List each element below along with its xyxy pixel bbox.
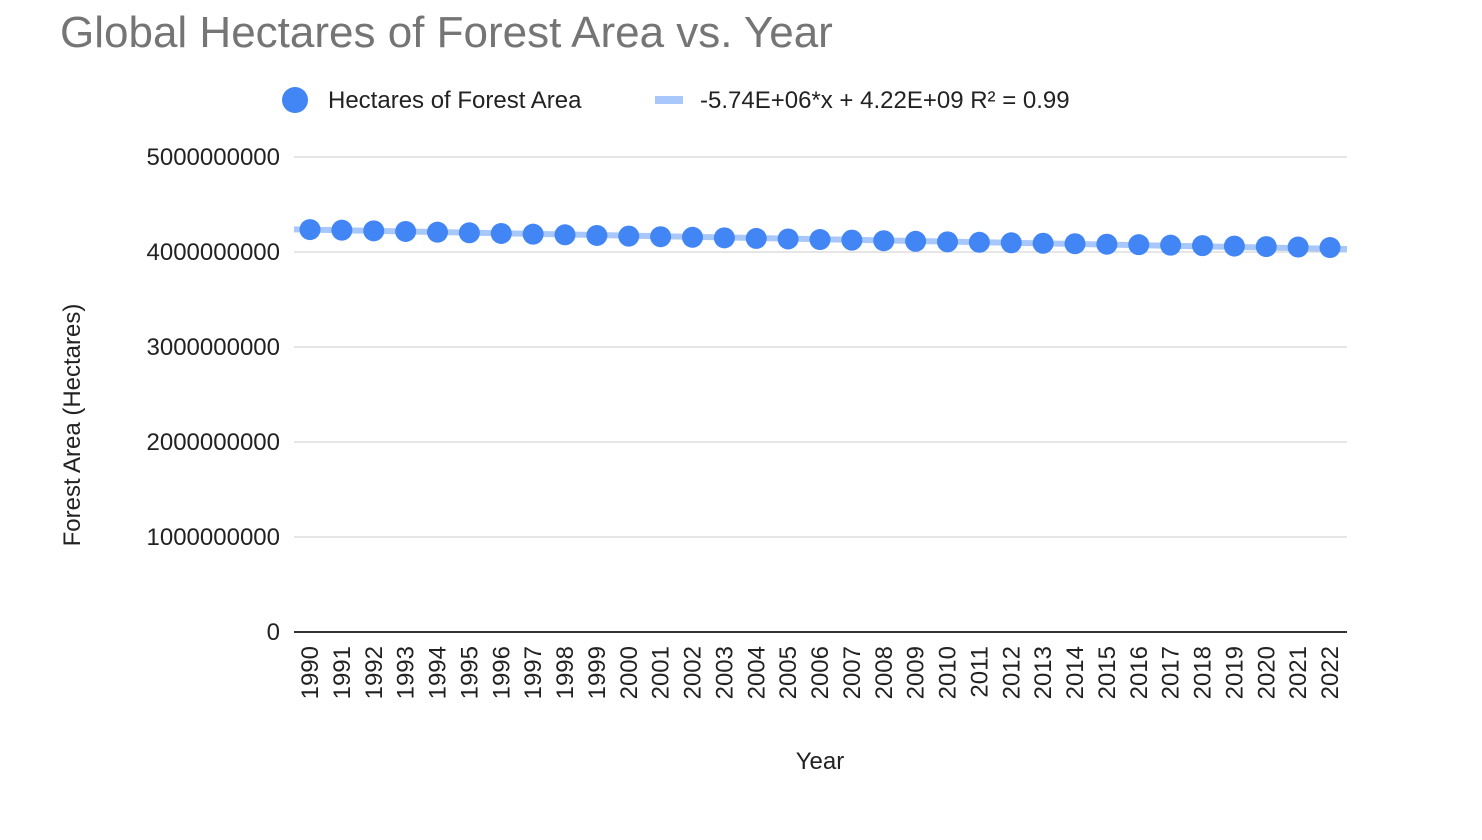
data-point: [618, 225, 640, 247]
x-tick-label: 2006: [807, 646, 834, 699]
y-tick-label: 1000000000: [147, 524, 280, 551]
chart-title: Global Hectares of Forest Area vs. Year: [60, 8, 833, 57]
data-point: [841, 229, 863, 251]
x-tick-label: 1997: [520, 646, 547, 699]
x-tick-label: 2004: [743, 646, 770, 699]
legend-label-trendline: -5.74E+06*x + 4.22E+09 R² = 0.99: [700, 87, 1070, 114]
x-tick-label: 2021: [1285, 646, 1312, 699]
legend: Hectares of Forest Area -5.74E+06*x + 4.…: [282, 87, 1070, 114]
data-point: [905, 230, 927, 252]
data-point: [937, 231, 958, 253]
data-point: [713, 227, 735, 249]
x-tick-label: 2005: [775, 646, 802, 699]
data-point: [1032, 232, 1054, 254]
x-tick-label: 1998: [552, 646, 579, 699]
data-point: [522, 223, 544, 245]
data-point: [1255, 236, 1277, 258]
data-point: [745, 227, 767, 249]
x-axis-ticks: 1990 1991 1992 1993 1994 1995 1996 1997 1998 1999…: [297, 646, 1344, 699]
x-tick-label: 2011: [966, 646, 993, 698]
data-point: [682, 226, 703, 248]
x-tick-label: 2000: [616, 646, 643, 699]
legend-label-series: Hectares of Forest Area: [328, 87, 582, 114]
x-tick-label: 2014: [1062, 646, 1089, 699]
y-tick-label: 5000000000: [147, 144, 280, 171]
x-tick-label: 2018: [1190, 646, 1217, 699]
data-point: [1319, 237, 1341, 259]
data-point: [1128, 234, 1150, 256]
x-tick-label: 2007: [839, 646, 866, 699]
x-tick-label: 2022: [1317, 646, 1344, 699]
x-tick-label: 2002: [680, 646, 707, 699]
x-tick-label: 2009: [903, 646, 930, 699]
x-tick-label: 1996: [488, 646, 515, 699]
data-point: [968, 231, 990, 253]
data-point: [1160, 234, 1182, 256]
data-points: [299, 219, 1341, 259]
data-point: [650, 226, 672, 248]
x-tick-label: 2013: [1030, 646, 1057, 699]
data-point: [363, 220, 385, 242]
data-point: [331, 219, 353, 241]
x-tick-label: 2019: [1221, 646, 1248, 699]
x-tick-label: 1994: [425, 646, 452, 699]
legend-marker-trendline: [655, 96, 683, 104]
data-point: [873, 230, 895, 252]
y-tick-label: 2000000000: [147, 429, 280, 456]
x-tick-label: 2010: [935, 646, 962, 699]
data-point: [458, 222, 480, 244]
data-point: [1096, 233, 1118, 255]
x-tick-label: 1993: [393, 646, 420, 699]
data-point: [1192, 235, 1213, 257]
x-tick-label: 2020: [1253, 646, 1280, 699]
x-tick-label: 2016: [1126, 646, 1153, 699]
x-tick-label: 2001: [648, 646, 675, 699]
y-tick-label: 4000000000: [147, 239, 280, 266]
data-point: [1287, 236, 1309, 258]
data-point: [586, 224, 608, 246]
data-point: [395, 220, 417, 242]
x-axis-title: Year: [796, 748, 845, 775]
x-tick-label: 1992: [361, 646, 388, 699]
data-point: [809, 229, 831, 251]
legend-marker-series: [282, 87, 308, 113]
data-point: [299, 219, 321, 241]
x-tick-label: 1990: [297, 646, 324, 699]
x-tick-label: 2015: [1094, 646, 1121, 699]
x-tick-label: 2012: [998, 646, 1025, 699]
y-tick-label: 0: [267, 619, 280, 646]
x-tick-label: 1999: [584, 646, 611, 699]
data-point: [1000, 232, 1022, 254]
data-point: [554, 224, 576, 246]
x-tick-label: 2008: [871, 646, 898, 699]
data-point: [1223, 235, 1245, 257]
data-point: [777, 228, 799, 250]
data-point: [490, 222, 512, 244]
y-axis-ticks: 0 1000000000 2000000000 3000000000 400000000…: [147, 144, 280, 646]
x-tick-label: 1995: [456, 646, 483, 699]
y-axis-title: Forest Area (Hectares): [59, 304, 86, 547]
x-tick-label: 2017: [1158, 646, 1185, 699]
x-tick-label: 2003: [711, 646, 738, 699]
y-tick-label: 3000000000: [147, 334, 280, 361]
data-point: [427, 221, 448, 243]
gridlines: [294, 156, 1347, 538]
data-point: [1064, 233, 1086, 255]
x-tick-label: 1991: [329, 646, 356, 699]
